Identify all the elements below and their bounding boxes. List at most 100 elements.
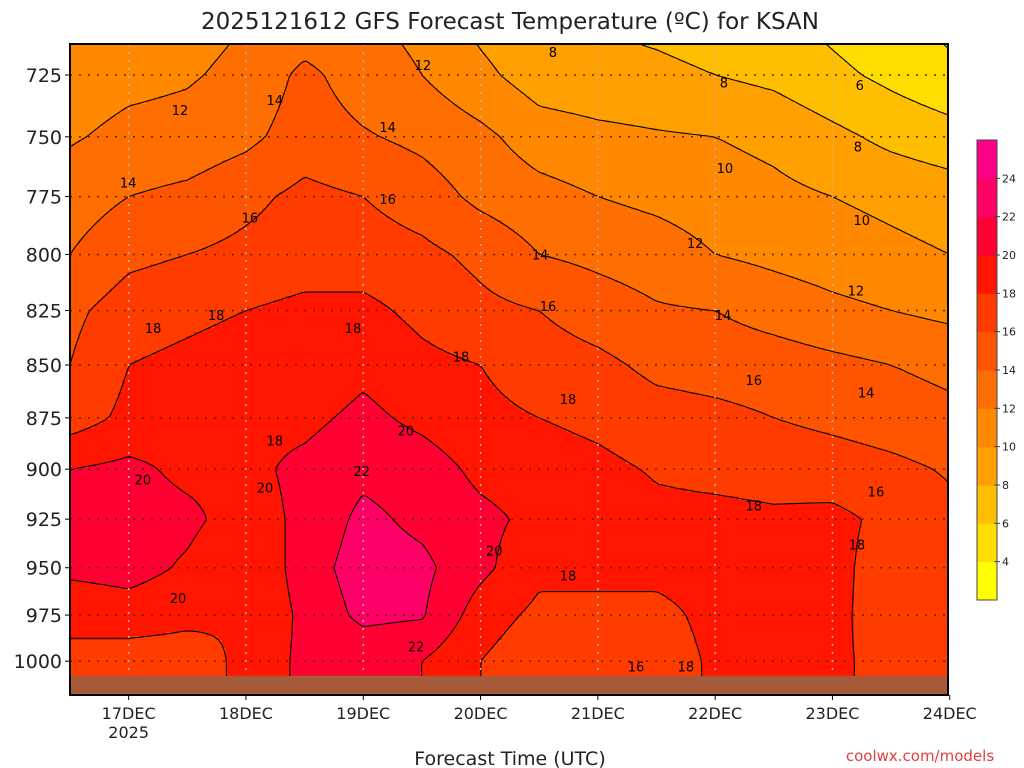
contour-label: 16 [242,212,259,227]
contour-label: 8 [854,140,862,155]
contour-label: 10 [717,162,734,177]
temp-band-22-24 [334,496,434,628]
colorbar-swatch-24 [977,140,997,179]
y-tick-label: 950 [26,558,62,580]
contour-label: 18 [849,539,866,554]
credit-link[interactable]: coolwx.com/models [846,747,994,765]
x-tick-label: 18DEC [219,704,273,723]
colorbar-label: 16 [1002,326,1016,339]
contour-label: 18 [453,350,470,365]
y-tick-label: 775 [26,187,62,209]
contour-label: 20 [257,481,274,496]
colorbar-swatch-6 [977,485,997,524]
y-tick-label: 725 [26,65,62,87]
x-tick-label: 23DEC [805,704,859,723]
colorbar: 4 6 8 10 12 14 16 18 20 22 24 [976,139,1016,601]
contour-line-14 [70,60,948,392]
contour-line-20 [70,392,510,695]
contour-label: 16 [540,300,557,315]
contour-label: 18 [745,499,762,514]
contour-label: 10 [854,214,871,229]
colorbar-label: 6 [1002,517,1009,530]
contour-labels: 12 14 16 18 18 14 12 8 8 6 14 16 18 20 22 20 20 18 20 22 20 1… [120,46,884,675]
temp-band-16-18 [70,176,948,695]
y-tick-label: 900 [26,459,62,481]
contour-label: 16 [745,374,762,389]
temp-band-12-14 [70,44,948,392]
plot-frame [69,43,949,696]
x-tick-label: 19DEC [336,704,390,723]
y-tick-label: 925 [26,509,62,531]
ground-terrain [70,675,948,695]
colorbar-label: 22 [1002,211,1016,224]
colorbar-label: 8 [1002,479,1009,492]
colorbar-label: 18 [1002,287,1016,300]
contour-label: 20 [170,592,187,607]
contour-label: 8 [720,77,728,92]
contour-label: 12 [172,104,189,119]
contour-label: 22 [354,465,371,480]
colorbar-label: 10 [1002,441,1016,454]
contour-label: 16 [628,661,645,676]
contour-label: 12 [415,59,432,74]
colorbar-label: 20 [1002,249,1016,262]
contour-line-12 [70,44,948,325]
colorbar-label: 24 [1002,172,1016,185]
x-tick-label: 22DEC [688,704,742,723]
contour-label: 16 [379,193,396,208]
x-tick-label: 20DEC [454,704,508,723]
temp-band-20-22 [70,392,510,695]
y-tick-label: 875 [26,408,62,430]
contour-label: 14 [858,387,875,402]
temp-band-4-6 [830,44,948,116]
contour-label: 14 [532,248,549,263]
colorbar-swatch-4 [977,523,997,563]
contour-label: 14 [715,309,732,324]
colorbar-swatch-10 [977,408,997,448]
contour-label: 18 [267,435,284,450]
contour-line-22 [333,495,438,627]
contour-label: 18 [345,322,362,337]
contour-label: 20 [135,473,152,488]
contour-label: 12 [687,237,704,252]
temp-band-14-16 [70,60,948,480]
temp-band-8-10 [478,44,948,252]
colorbar-label: 12 [1002,402,1016,415]
contour-label: 20 [486,544,503,559]
colorbar-label: 4 [1002,556,1009,569]
contour-line-18 [70,291,863,695]
colorbar-label: 14 [1002,364,1016,377]
contour-label: 14 [120,176,137,191]
colorbar-swatch-20 [977,216,997,256]
x-axis-label: Forecast Time (UTC) [414,748,605,768]
y-tick-label: 800 [26,244,62,266]
colorbar-swatch-14 [977,331,997,371]
contour-label: 14 [379,121,396,136]
contour-label: 18 [678,661,695,676]
contour-lines [70,44,948,695]
y-tick-label: 825 [26,301,62,323]
contour-label: 14 [267,94,284,109]
y-tick-label: 1000 [14,651,62,673]
x-tick-label: 24DEC [923,704,977,723]
colorbar-swatch-18 [977,255,997,294]
contour-label: 22 [408,641,425,656]
contour-label: 16 [868,485,885,500]
x-tick-label: 17DEC [102,704,156,723]
contour-label: 6 [856,79,864,94]
colorbar-swatch-16 [977,293,997,333]
colorbar-swatch-12 [977,370,997,409]
contour-label: 18 [560,569,577,584]
y-tick-label: 750 [26,127,62,149]
contour-label: 12 [848,285,865,300]
colorbar-swatch-22 [977,178,997,218]
colorbar-swatch-2 [977,561,997,601]
y-tick-label: 975 [26,605,62,627]
y-axis: 725 750 775 800 825 850 875 900 925 950 975 1000 [14,65,70,673]
x-tick-year: 2025 [108,723,149,742]
contour-label: 18 [145,322,162,337]
temperature-bands [70,44,948,695]
x-tick-label: 21DEC [571,704,625,723]
